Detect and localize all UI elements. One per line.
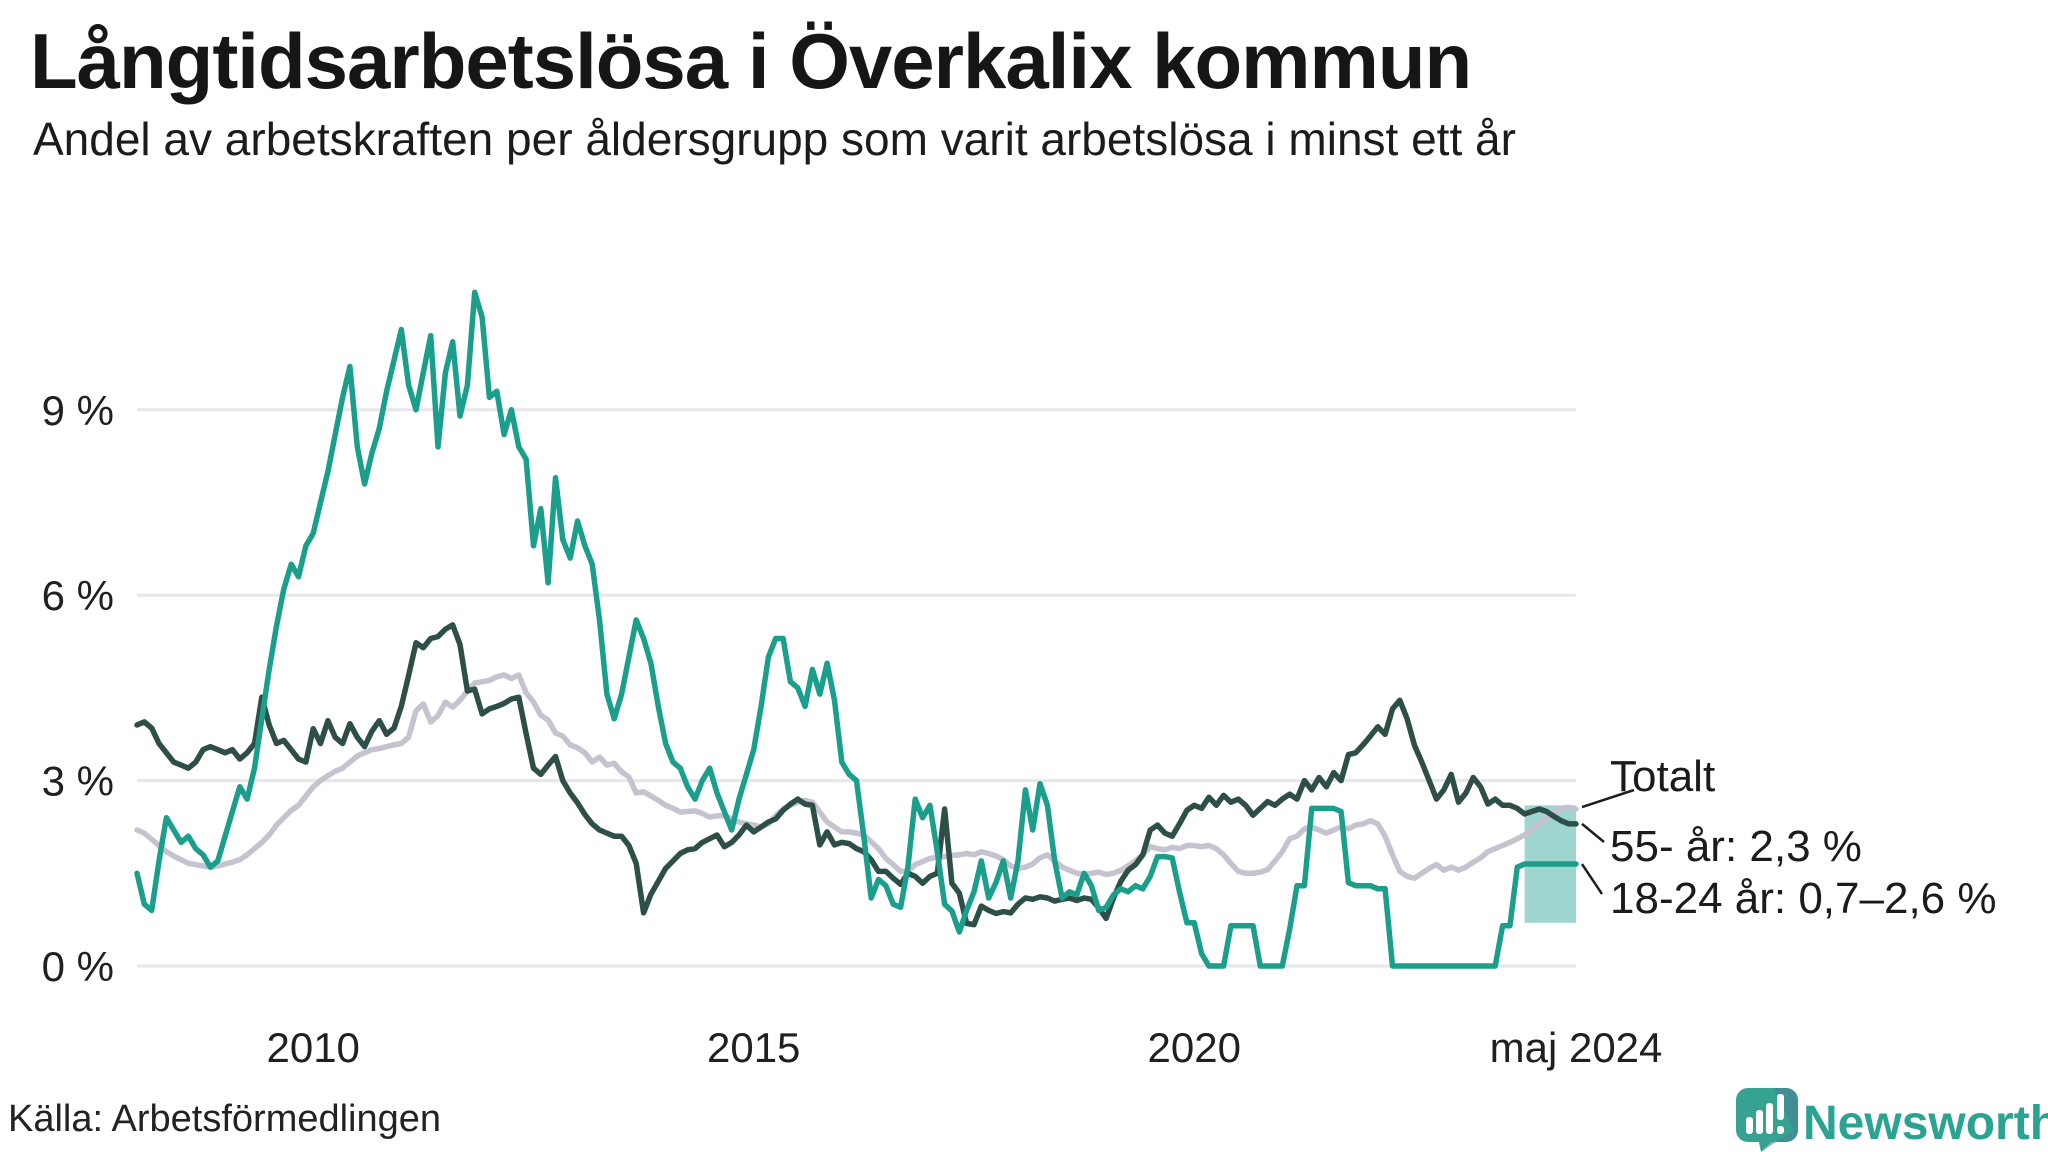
annotation-55-ar: 55- år: 2,3 % [1610, 822, 1862, 871]
annotation-18-24-ar: 18-24 år: 0,7–2,6 % [1610, 874, 1997, 923]
page-title: Långtidsarbetslösa i Överkalix kommun [30, 17, 1472, 105]
leader-55-ar [1581, 822, 1605, 843]
series-line-18-24-r [134, 289, 1579, 969]
newsworthy-logo-icon [1736, 1088, 1798, 1152]
y-tick-label: 9 % [42, 387, 114, 434]
source-caption: Källa: Arbetsförmedlingen [8, 1098, 442, 1140]
x-tick-label: maj 2024 [1490, 1024, 1663, 1071]
series-line-totalt [134, 672, 1579, 881]
chart-subtitle: Andel av arbetskraften per åldersgrupp s… [33, 113, 1516, 165]
y-tick-label: 6 % [42, 572, 114, 619]
series-line-55-r [134, 622, 1579, 928]
x-tick-label: 2010 [266, 1024, 359, 1071]
x-tick-label: 2015 [707, 1024, 800, 1071]
leader-totalt [1581, 788, 1635, 809]
annotation-totalt: Totalt [1610, 752, 1716, 801]
y-tick-label: 3 % [42, 758, 114, 805]
x-tick-label: 2020 [1148, 1024, 1241, 1071]
leader-18-24 [1580, 863, 1604, 895]
brand-wordmark: Newsworthy [1803, 1097, 2048, 1150]
y-tick-label: 0 % [42, 943, 114, 990]
